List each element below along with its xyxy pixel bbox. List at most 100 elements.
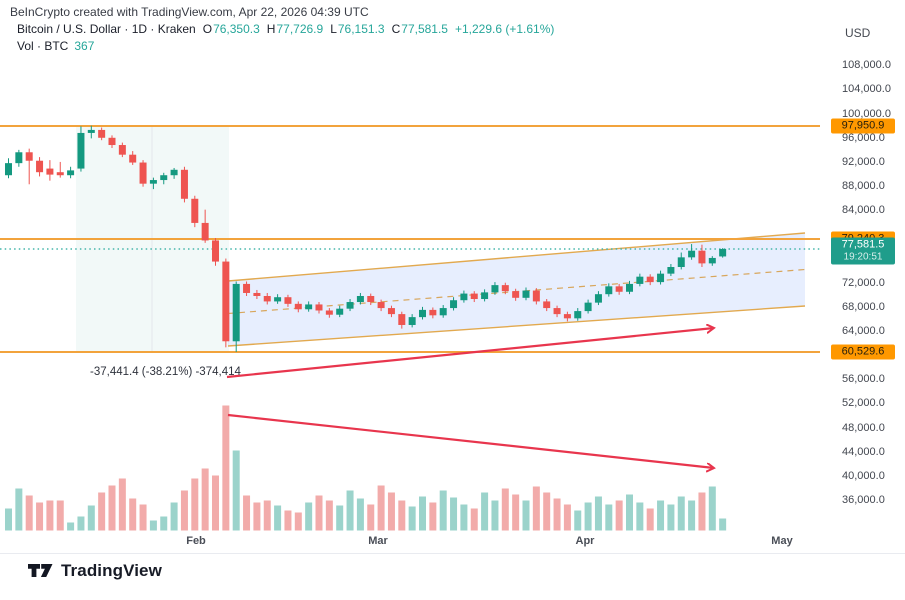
price-tick-label: 64,000.0 bbox=[842, 325, 885, 338]
candle-body bbox=[201, 222, 209, 241]
candle-body bbox=[408, 317, 416, 325]
price-tick-label: 84,000.0 bbox=[842, 204, 885, 217]
candle-body bbox=[336, 308, 344, 315]
candle-body bbox=[36, 160, 44, 173]
volume-bar bbox=[367, 504, 375, 531]
price-tick-label: 96,000.0 bbox=[842, 131, 885, 144]
volume-bar bbox=[253, 502, 261, 531]
volume-bar bbox=[284, 510, 292, 531]
candle-body bbox=[574, 311, 582, 319]
volume-bar bbox=[646, 508, 654, 531]
tradingview-logo-icon bbox=[28, 563, 53, 577]
candle-body bbox=[346, 302, 354, 309]
volume-bar bbox=[263, 500, 271, 531]
candle-body bbox=[460, 293, 468, 301]
volume-bar bbox=[129, 498, 137, 531]
candles bbox=[5, 125, 727, 352]
volume-bars bbox=[5, 405, 727, 531]
volume-bar bbox=[25, 495, 33, 531]
price-level-badge: 60,529.6 bbox=[831, 344, 895, 360]
candle-body bbox=[222, 261, 230, 342]
candle-body bbox=[419, 309, 426, 318]
volume-bar bbox=[470, 508, 478, 531]
price-tick-label: 104,000.0 bbox=[842, 83, 891, 96]
candle-body bbox=[377, 302, 385, 309]
candle-body bbox=[284, 297, 292, 304]
price-tick-label: 40,000.0 bbox=[842, 469, 885, 482]
candle-body bbox=[708, 257, 716, 264]
candle-body bbox=[98, 129, 106, 138]
candle-body bbox=[263, 295, 271, 302]
candle-body bbox=[46, 168, 54, 175]
volume-bar bbox=[532, 486, 540, 531]
volume-bar bbox=[491, 500, 499, 531]
currency-toggle-button[interactable]: USD bbox=[845, 26, 871, 40]
volume-bar bbox=[439, 490, 447, 531]
candle-body bbox=[677, 257, 685, 268]
candle-body bbox=[522, 290, 530, 298]
volume-bar bbox=[408, 506, 416, 531]
volume-bar bbox=[636, 502, 644, 531]
symbol-legend: Bitcoin / U.S. Dollar · 1D · Kraken O76,… bbox=[17, 22, 554, 36]
declining-volume-arrow[interactable] bbox=[227, 413, 714, 468]
volume-bar bbox=[294, 512, 302, 531]
volume-bar bbox=[667, 504, 675, 531]
candle-body bbox=[688, 250, 696, 258]
volume-bar bbox=[98, 492, 106, 531]
candle-body bbox=[315, 304, 323, 311]
volume-bar bbox=[139, 504, 147, 531]
candle-body bbox=[657, 273, 665, 283]
volume-bar bbox=[232, 450, 240, 531]
volume-bar bbox=[87, 505, 95, 531]
price-tick-label: 52,000.0 bbox=[842, 397, 885, 410]
candle-body bbox=[543, 301, 551, 309]
candle-body bbox=[25, 152, 33, 161]
candle-body bbox=[594, 294, 602, 303]
candle-body bbox=[5, 163, 12, 176]
candle-body bbox=[398, 314, 406, 325]
candle-body bbox=[501, 285, 509, 292]
candle-body bbox=[439, 308, 447, 316]
candle-body bbox=[698, 250, 706, 264]
volume-bar bbox=[522, 500, 530, 531]
volume-bar bbox=[605, 504, 613, 531]
volume-bar bbox=[36, 502, 44, 531]
last-price-badge: 77,581.5 19:20:51 bbox=[831, 237, 895, 264]
candle-body bbox=[118, 145, 126, 155]
rising-trend-arrow[interactable] bbox=[226, 328, 714, 379]
volume-bar bbox=[56, 500, 64, 531]
volume-bar bbox=[180, 490, 188, 531]
countdown-timer: 19:20:51 bbox=[843, 251, 883, 262]
candle-body bbox=[563, 314, 571, 319]
candle-body bbox=[212, 240, 219, 262]
volume-bar bbox=[46, 500, 54, 531]
candle-body bbox=[367, 295, 375, 303]
channel-bottom-line[interactable] bbox=[227, 305, 806, 347]
price-tick-label: 36,000.0 bbox=[842, 494, 885, 507]
bottom-divider bbox=[0, 553, 905, 554]
time-axis-label: Apr bbox=[575, 535, 595, 547]
volume-bar bbox=[191, 478, 199, 531]
price-tick-label: 88,000.0 bbox=[842, 180, 885, 193]
symbol-title[interactable]: Bitcoin / U.S. Dollar · 1D · Kraken bbox=[17, 22, 196, 36]
price-level-badge: 97,950.9 bbox=[831, 118, 895, 134]
time-axis-label: May bbox=[771, 535, 793, 547]
volume-bar bbox=[346, 490, 354, 531]
candle-body bbox=[294, 303, 302, 310]
volume-bar bbox=[543, 492, 551, 531]
channel-top-line[interactable] bbox=[227, 232, 806, 282]
volume-bar bbox=[574, 510, 582, 531]
volume-bar bbox=[460, 504, 468, 531]
candle-body bbox=[274, 297, 282, 302]
price-tick-label: 48,000.0 bbox=[842, 421, 885, 434]
volume-bar bbox=[118, 478, 126, 531]
volume-bar bbox=[356, 498, 364, 531]
volume-bar bbox=[336, 505, 344, 531]
candle-body bbox=[636, 276, 644, 284]
tradingview-logo[interactable]: TradingView bbox=[28, 561, 162, 581]
low-readout: L76,151.3 bbox=[330, 22, 385, 36]
price-tick-label: 108,000.0 bbox=[842, 59, 891, 72]
parallel-channel[interactable] bbox=[228, 233, 805, 346]
measure-label: -37,441.4 (-38.21%) -374,414 bbox=[90, 366, 241, 378]
